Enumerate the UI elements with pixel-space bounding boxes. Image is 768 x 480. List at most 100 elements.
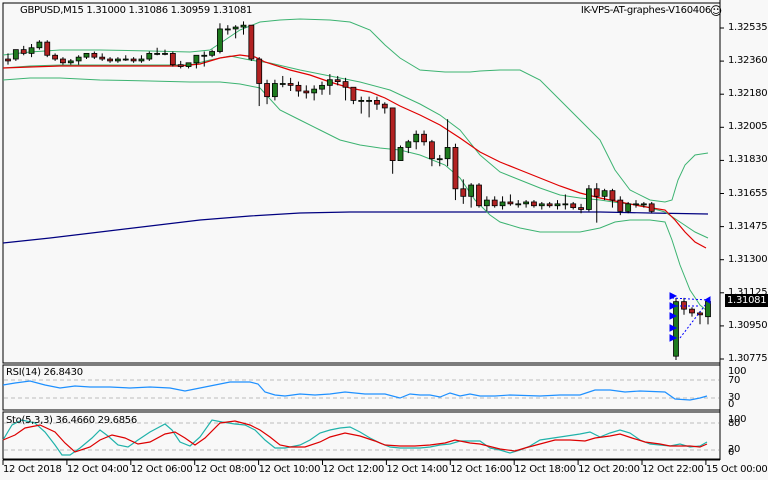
time-tick: 12 Oct 2018 <box>3 464 62 475</box>
bollinger-lower <box>2 77 707 311</box>
time-tick: 12 Oct 08:00 <box>194 464 257 475</box>
bull-candle <box>483 199 490 207</box>
bear-candle <box>460 188 467 197</box>
bear-candle <box>20 49 27 54</box>
time-tick: 12 Oct 04:00 <box>66 464 129 475</box>
stoch-tick-0: 0 <box>728 447 735 458</box>
bear-candle <box>264 83 270 98</box>
bull-candle <box>366 100 373 102</box>
bear-candle <box>169 52 176 66</box>
bear-candle <box>44 41 51 56</box>
time-tick: 12 Oct 16:00 <box>450 464 512 475</box>
price-tick: 1.31830 <box>728 154 768 166</box>
bull-candle <box>515 203 522 206</box>
bear-candle <box>374 100 380 105</box>
price-tick: 1.31300 <box>728 253 768 265</box>
bear-candle <box>507 201 514 205</box>
bull-candle <box>523 201 529 205</box>
rsi-tick-30: 30 <box>728 392 741 403</box>
smiley-icon: ☺ <box>709 4 723 18</box>
bear-candle <box>452 147 459 190</box>
bear-candle <box>648 203 655 212</box>
rsi-label: RSI(14) 26.8430 <box>6 367 83 378</box>
bear-candle <box>287 83 294 86</box>
time-tick: 12 Oct 06:00 <box>130 464 193 475</box>
bull-candle <box>162 52 168 55</box>
bull-candle <box>201 54 208 57</box>
bear-candle <box>5 58 11 62</box>
bull-candle <box>601 190 608 197</box>
bull-candle <box>413 133 420 143</box>
time-tick: 12 Oct 10:00 <box>258 464 321 475</box>
bear-candle <box>531 201 537 207</box>
time-tick: 15 Oct 00:00 <box>705 464 768 475</box>
stoch-tick-20: 20 <box>728 444 741 455</box>
price-tick: 1.31125 <box>728 286 768 298</box>
bear-candle <box>334 79 341 82</box>
bull-candle <box>36 41 43 49</box>
bear-candle <box>681 301 687 310</box>
price-tick: 1.32005 <box>728 121 768 133</box>
stochastic-pane[interactable] <box>2 411 721 460</box>
bear-candle <box>617 199 624 212</box>
bear-candle <box>421 133 427 143</box>
bull-candle <box>122 58 129 61</box>
candlesticks <box>5 21 711 360</box>
time-tick: 12 Oct 22:00 <box>642 464 704 475</box>
bear-candle <box>177 64 184 67</box>
server-label: IK-VPS-AT-graphes-V160406 <box>580 5 711 16</box>
bull-candle <box>538 203 545 207</box>
bull-candle <box>67 60 74 64</box>
symbol-ohlc-label: GBPUSD,M15 1.31000 1.31086 1.30959 1.310… <box>20 5 253 16</box>
bull-candle <box>185 62 192 67</box>
bull-candle <box>193 54 200 64</box>
price-tick: 1.30950 <box>728 319 768 331</box>
rsi-tick-0: 0 <box>728 399 735 410</box>
bull-candle <box>271 83 278 98</box>
bull-candle <box>12 49 19 60</box>
bear-candle <box>52 54 58 60</box>
bull-candle <box>625 203 632 212</box>
bull-candle <box>499 201 506 207</box>
price-tick: 1.31655 <box>728 187 768 199</box>
bull-candle <box>75 56 82 62</box>
bear-candle <box>130 58 137 62</box>
rsi-tick-100: 100 <box>728 366 747 377</box>
bear-candle <box>350 86 357 101</box>
bull-candle <box>311 88 318 94</box>
bear-candle <box>381 103 388 109</box>
bull-candle <box>562 203 569 206</box>
bollinger-upper <box>2 18 709 203</box>
time-tick: 12 Oct 12:00 <box>322 464 385 475</box>
price-tick: 1.32535 <box>728 22 768 33</box>
bull-candle <box>138 58 145 62</box>
bull-candle <box>640 203 647 206</box>
rsi-line <box>2 380 708 401</box>
current-price-tag: 1.31081 <box>725 294 768 307</box>
bull-candle <box>586 188 592 210</box>
bear-candle <box>578 207 584 210</box>
bull-candle <box>232 26 239 30</box>
stochastic-label: Sto(5,3,3) 36.4660 29.6856 <box>6 415 137 426</box>
stochastic-main-line <box>2 419 708 456</box>
bear-candle <box>570 203 577 209</box>
bull-candle <box>633 203 639 206</box>
bull-candle <box>319 84 325 90</box>
main-price-pane[interactable] <box>2 2 721 364</box>
stoch-tick-80: 80 <box>728 418 741 429</box>
bull-candle <box>240 24 247 28</box>
bull-candle <box>554 203 561 207</box>
bear-candle <box>295 84 302 92</box>
bull-candle <box>326 79 333 86</box>
bear-candle <box>428 141 435 160</box>
bull-candle <box>209 51 216 56</box>
bull-candle <box>358 100 365 102</box>
bull-candle <box>405 141 412 148</box>
bull-candle <box>444 147 451 160</box>
rsi-tick-70: 70 <box>728 375 741 386</box>
bull-candle <box>705 301 711 318</box>
bear-candle <box>546 203 553 207</box>
bear-candle <box>99 56 106 60</box>
bull-candle <box>115 58 121 62</box>
